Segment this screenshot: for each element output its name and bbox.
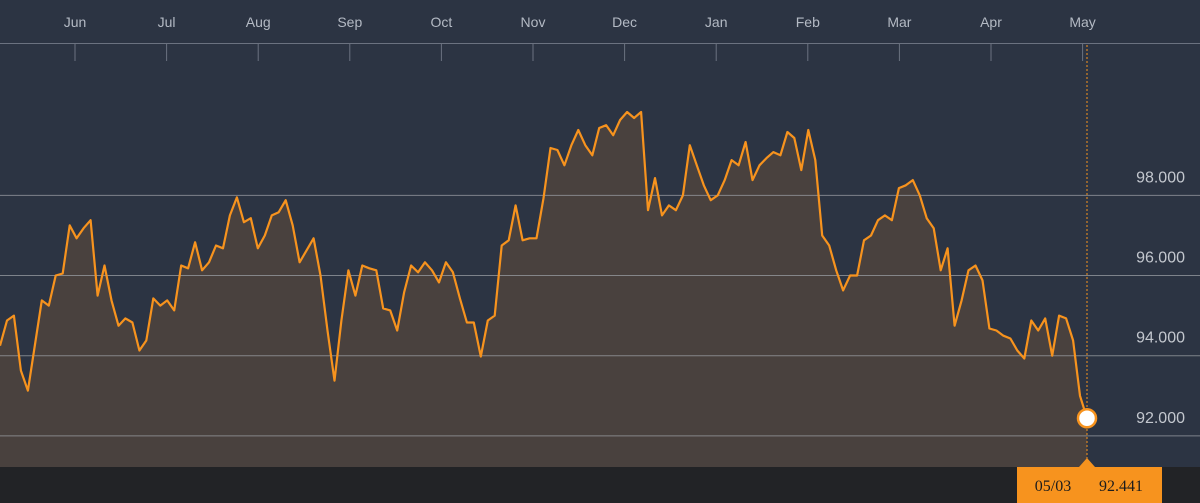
x-tick-label: Jan (705, 14, 728, 30)
x-tick-label: Apr (980, 14, 1002, 30)
x-tick-label: Dec (612, 14, 637, 30)
current-date: 05/03 (1035, 478, 1071, 495)
y-tick-label: 92.000 (1136, 410, 1185, 427)
badge-box (1017, 467, 1162, 503)
x-tick-label: Oct (431, 14, 453, 30)
y-tick-label: 96.000 (1136, 250, 1185, 267)
x-tick-label: Jun (64, 14, 87, 30)
footer-strip (0, 467, 1200, 503)
x-tick-label: Mar (887, 14, 911, 30)
badge-pointer (1079, 458, 1095, 467)
y-tick-label: 94.000 (1136, 330, 1185, 347)
x-tick-label: Feb (796, 14, 820, 30)
x-tick-label: Aug (246, 14, 271, 30)
x-tick-label: Jul (158, 14, 176, 30)
price-line (0, 110, 1089, 419)
area-fill (0, 112, 1087, 467)
current-value: 92.441 (1099, 478, 1143, 495)
x-tick-label: May (1069, 14, 1095, 30)
x-tick-label: Nov (521, 14, 546, 30)
current-point (1076, 407, 1098, 429)
y-tick-label: 98.000 (1136, 169, 1185, 186)
x-tick-label: Sep (337, 14, 362, 30)
